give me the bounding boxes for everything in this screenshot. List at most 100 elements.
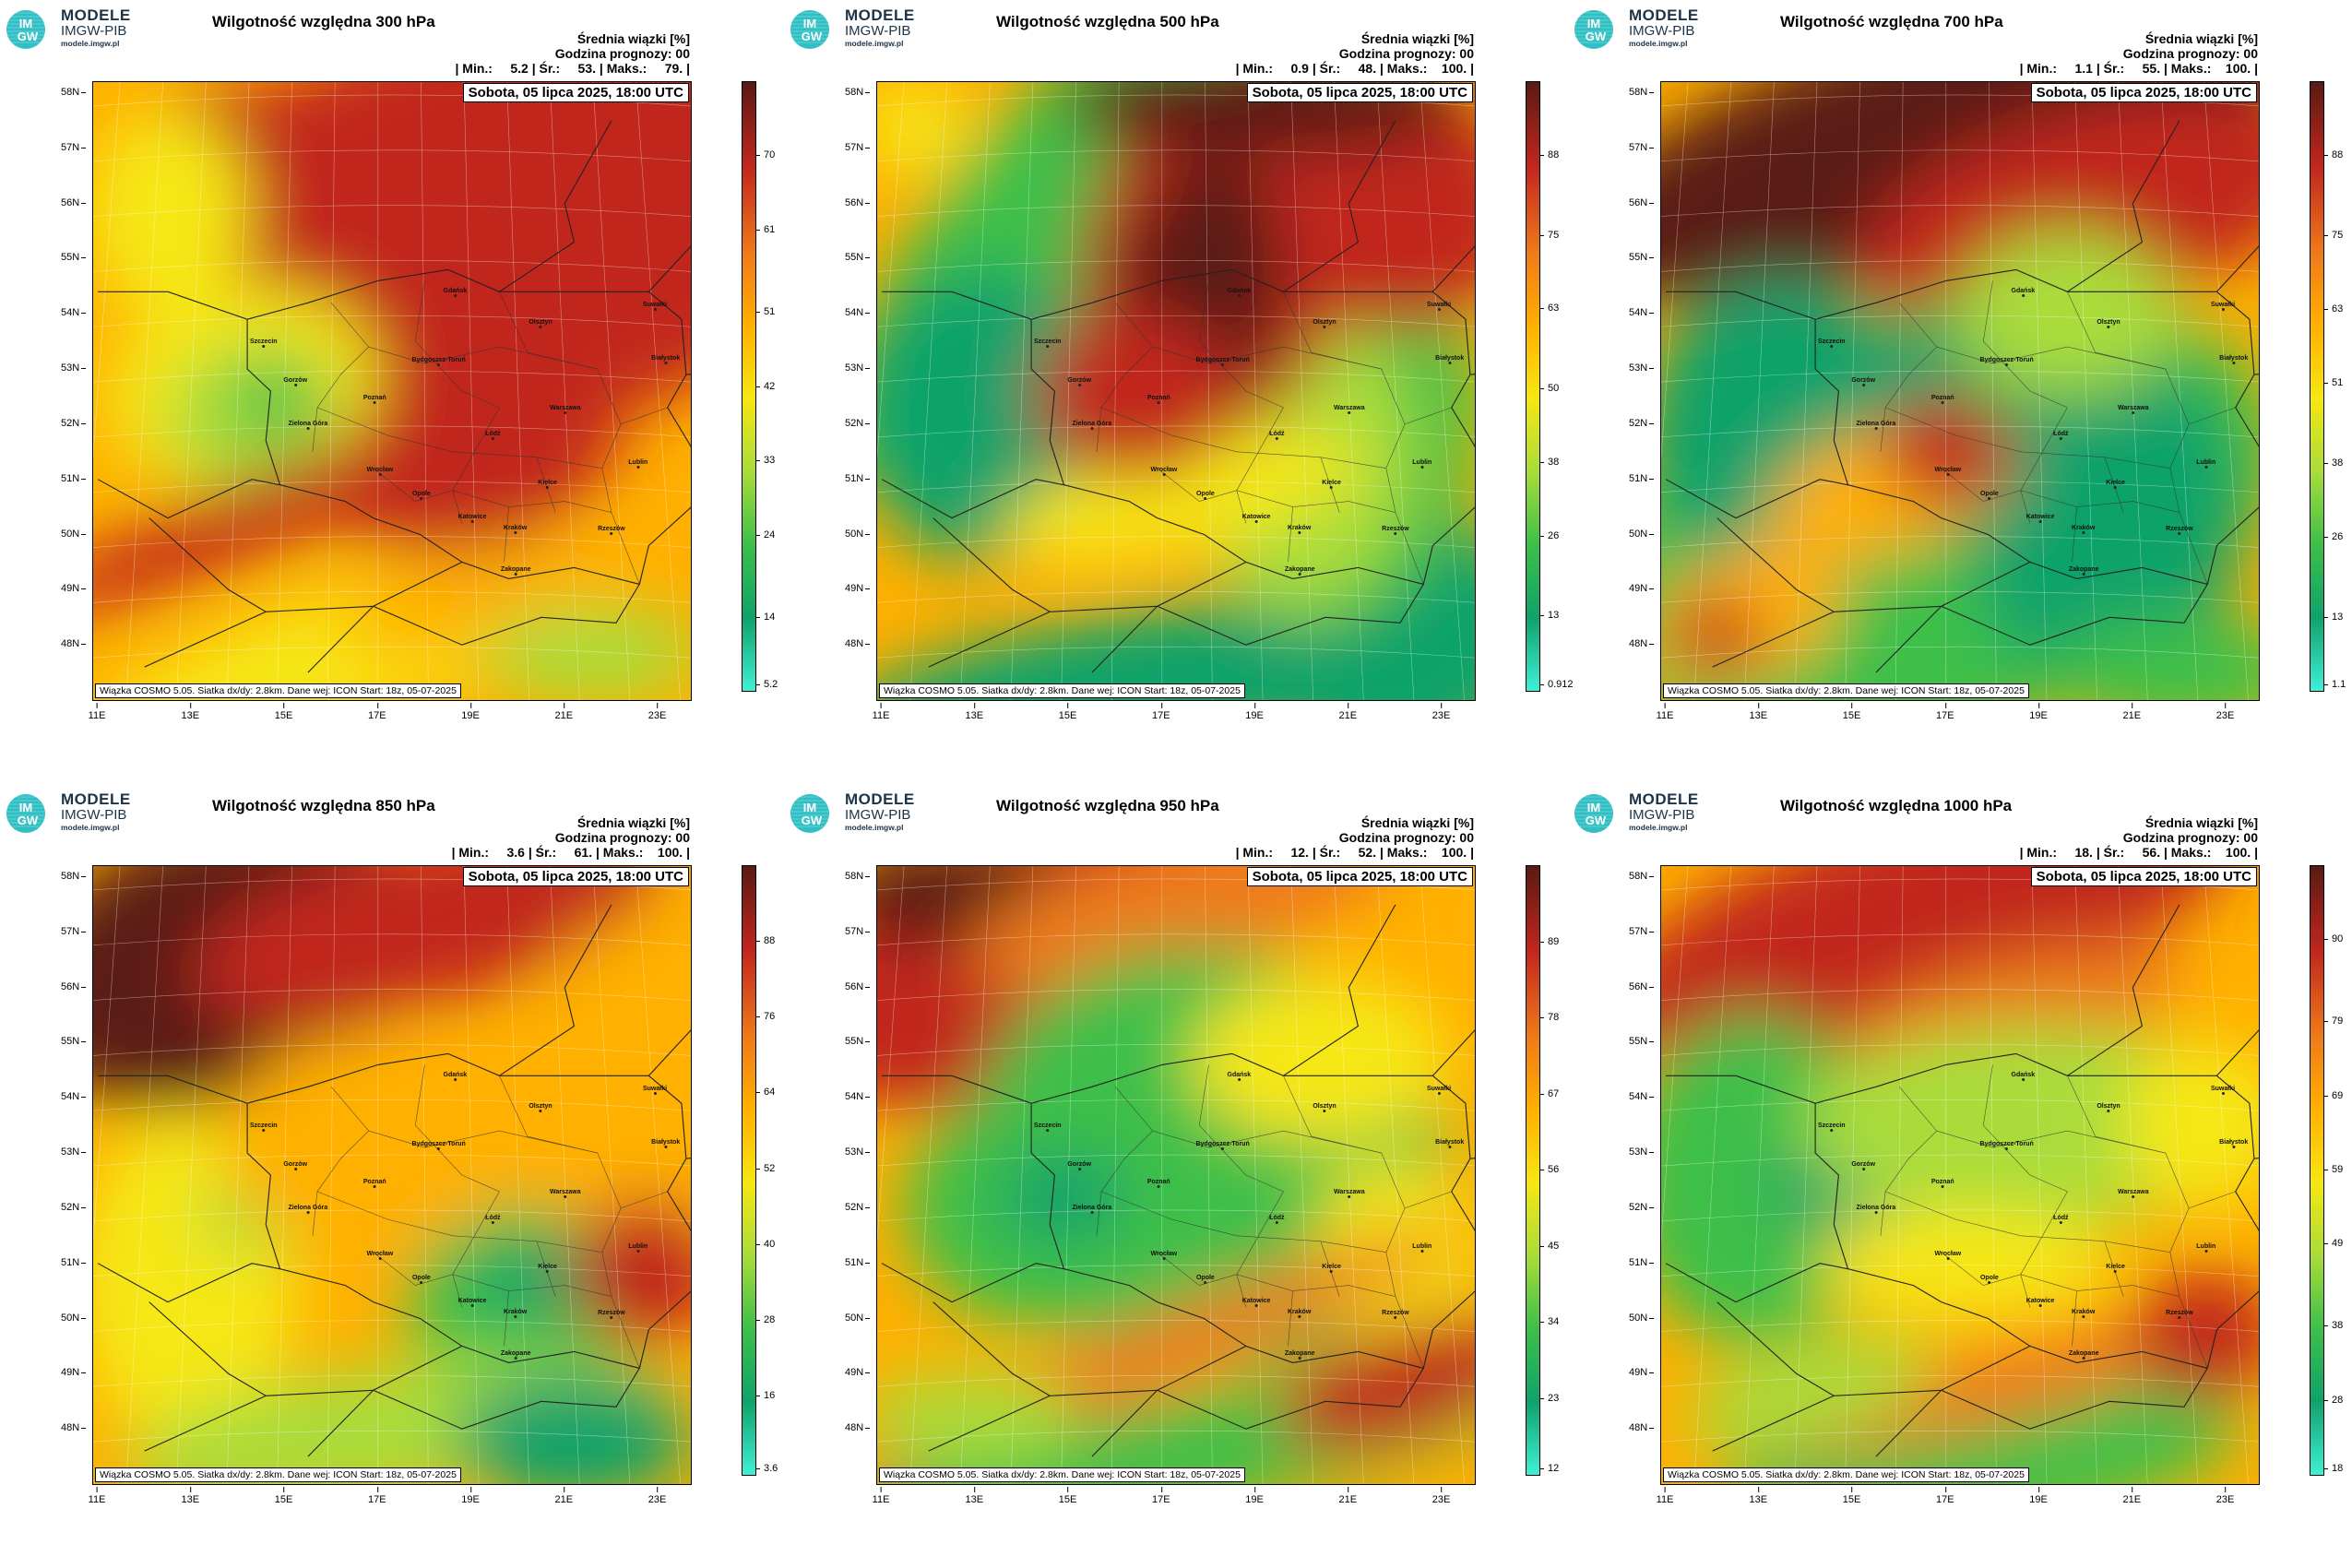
city-label: Lublin bbox=[628, 458, 648, 469]
latitude-tick-label: 50N bbox=[1629, 1312, 1655, 1324]
longitude-tick-label: 15E bbox=[274, 703, 293, 721]
latitude-tick-label: 58N bbox=[1629, 870, 1655, 882]
latitude-tick-label: 56N bbox=[1629, 196, 1655, 208]
brand-url[interactable]: modele.imgw.pl bbox=[1629, 823, 1688, 832]
forecast-hour-label: Godzina prognozy: 00 bbox=[1338, 46, 1474, 61]
brand-url[interactable]: modele.imgw.pl bbox=[845, 39, 904, 48]
colorbar-tick-label: 3.6 bbox=[754, 1463, 778, 1474]
city-label: Lublin bbox=[2196, 458, 2216, 469]
latitude-tick-label: 57N bbox=[1629, 925, 1655, 937]
city-label: Lublin bbox=[628, 1242, 648, 1253]
longitude-tick-label: 21E bbox=[554, 703, 574, 721]
city-label: Warszawa bbox=[1334, 1189, 1365, 1199]
latitude-tick-label: 53N bbox=[61, 362, 87, 374]
brand-url[interactable]: modele.imgw.pl bbox=[61, 823, 120, 832]
city-label: Wrocław bbox=[1934, 1251, 1962, 1261]
city-label: Wrocław bbox=[366, 1251, 394, 1261]
city-label: Lublin bbox=[1412, 1242, 1432, 1253]
brand-block: MODELE IMGW-PIB modele.imgw.pl bbox=[845, 7, 915, 48]
city-label: Suwałki bbox=[1426, 1086, 1452, 1096]
humidity-map: Gdańsk Olsztyn Suwałki Szczecin Białystok Byd… bbox=[876, 865, 1476, 1485]
colorbar-tick-label: 88 bbox=[2322, 149, 2344, 161]
longitude-tick-label: 23E bbox=[1431, 1487, 1451, 1505]
city-label: Katowice bbox=[2025, 1297, 2055, 1307]
city-label: Olsztyn bbox=[529, 319, 552, 329]
city-label: Suwałki bbox=[1426, 302, 1452, 312]
latitude-tick-label: 50N bbox=[61, 1312, 87, 1324]
valid-date: Sobota, 05 lipca 2025, 18:00 UTC bbox=[2030, 83, 2257, 102]
colorbar bbox=[1526, 81, 1540, 692]
latitude-tick-label: 51N bbox=[1629, 472, 1655, 484]
city-label: Rzeszów bbox=[598, 1310, 625, 1320]
colorbar-tick-label: 75 bbox=[2322, 229, 2344, 241]
city-label: Zakopane bbox=[500, 1350, 531, 1360]
brand-institute: IMGW-PIB bbox=[1629, 23, 1695, 39]
city-label: Szczecin bbox=[249, 1123, 278, 1133]
colorbar-tick-label: 49 bbox=[2322, 1238, 2344, 1250]
svg-text:GW: GW bbox=[1586, 814, 1607, 827]
longitude-tick-label: 19E bbox=[2029, 1487, 2048, 1505]
latitude-tick-label: 54N bbox=[845, 307, 871, 319]
city-label: Zielona Góra bbox=[1856, 421, 1896, 431]
field-stats: | Min.: 12. | Śr.: 52. | Maks.: 100. | bbox=[1235, 845, 1474, 860]
brand-url[interactable]: modele.imgw.pl bbox=[845, 823, 904, 832]
longitude-tick-label: 15E bbox=[1842, 703, 1861, 721]
longitude-tick-label: 11E bbox=[1656, 1487, 1674, 1505]
colorbar-tick-label: 90 bbox=[2322, 933, 2344, 945]
city-label: Zielona Góra bbox=[288, 1205, 328, 1215]
latitude-tick-label: 50N bbox=[845, 528, 871, 540]
svg-text:IM: IM bbox=[803, 801, 816, 814]
panel-title: Wilgotność względna 700 hPa bbox=[1780, 13, 2003, 30]
latitude-tick-label: 48N bbox=[845, 1422, 871, 1434]
latitude-tick-label: 48N bbox=[1629, 638, 1655, 650]
latitude-tick-label: 49N bbox=[845, 583, 871, 595]
city-label: Olsztyn bbox=[1313, 319, 1336, 329]
colorbar-tick-label: 89 bbox=[1538, 935, 1560, 947]
colorbar-tick-label: 70 bbox=[754, 149, 776, 161]
valid-date: Sobota, 05 lipca 2025, 18:00 UTC bbox=[2030, 867, 2257, 886]
imgw-logo-icon: IMGW bbox=[790, 10, 829, 49]
city-label: Poznań bbox=[1930, 1179, 1954, 1189]
ensemble-mean-label: Średnia wiązki [%] bbox=[1360, 815, 1474, 830]
latitude-tick-label: 52N bbox=[845, 417, 871, 429]
longitude-tick-label: 13E bbox=[965, 1487, 984, 1505]
latitude-tick-label: 53N bbox=[845, 1146, 871, 1158]
brand-url[interactable]: modele.imgw.pl bbox=[1629, 39, 1688, 48]
colorbar bbox=[742, 865, 756, 1476]
city-label: Gorzów bbox=[1851, 377, 1876, 387]
latitude-tick-label: 52N bbox=[61, 1201, 87, 1213]
ensemble-mean-label: Średnia wiązki [%] bbox=[576, 31, 690, 46]
colorbar bbox=[1526, 865, 1540, 1476]
colorbar-tick-label: 51 bbox=[754, 306, 776, 318]
city-label: Lublin bbox=[1412, 458, 1432, 469]
city-label: Gdańsk bbox=[443, 288, 468, 298]
model-info-footer: Wiązka COSMO 5.05. Siatka dx/dy: 2.8km. … bbox=[1663, 1467, 2029, 1482]
brand-name: MODELE bbox=[61, 6, 131, 24]
latitude-tick-label: 57N bbox=[1629, 141, 1655, 153]
city-label: Olsztyn bbox=[529, 1103, 552, 1113]
latitude-tick-label: 53N bbox=[61, 1146, 87, 1158]
humidity-map: Gdańsk Olsztyn Suwałki Szczecin Białystok Byd… bbox=[92, 81, 692, 701]
humidity-map: Gdańsk Olsztyn Suwałki Szczecin Białystok Byd… bbox=[876, 81, 1476, 701]
brand-block: MODELE IMGW-PIB modele.imgw.pl bbox=[61, 7, 131, 48]
panel-title: Wilgotność względna 500 hPa bbox=[996, 13, 1219, 30]
colorbar-tick-label: 63 bbox=[2322, 303, 2344, 315]
city-label: Katowice bbox=[457, 1297, 487, 1307]
model-info-footer: Wiązka COSMO 5.05. Siatka dx/dy: 2.8km. … bbox=[95, 683, 461, 698]
longitude-tick-label: 23E bbox=[647, 703, 667, 721]
latitude-tick-label: 56N bbox=[61, 980, 87, 992]
brand-name: MODELE bbox=[845, 790, 915, 808]
longitude-tick-label: 19E bbox=[461, 1487, 480, 1505]
colorbar-tick-label: 50 bbox=[1538, 383, 1560, 395]
city-label: Bydgoszcz-Toruń bbox=[1195, 1141, 1250, 1151]
imgw-logo-icon: IMGW bbox=[6, 10, 45, 49]
colorbar-tick-label: 34 bbox=[1538, 1316, 1560, 1327]
colorbar-tick-label: 26 bbox=[2322, 530, 2344, 542]
city-label: Olsztyn bbox=[2097, 319, 2120, 329]
field-stats: | Min.: 18. | Śr.: 56. | Maks.: 100. | bbox=[2019, 845, 2258, 860]
city-label: Białystok bbox=[2219, 1139, 2249, 1149]
city-label: Łódź bbox=[2053, 431, 2069, 441]
svg-text:GW: GW bbox=[802, 30, 823, 43]
brand-block: MODELE IMGW-PIB modele.imgw.pl bbox=[845, 791, 915, 832]
brand-url[interactable]: modele.imgw.pl bbox=[61, 39, 120, 48]
